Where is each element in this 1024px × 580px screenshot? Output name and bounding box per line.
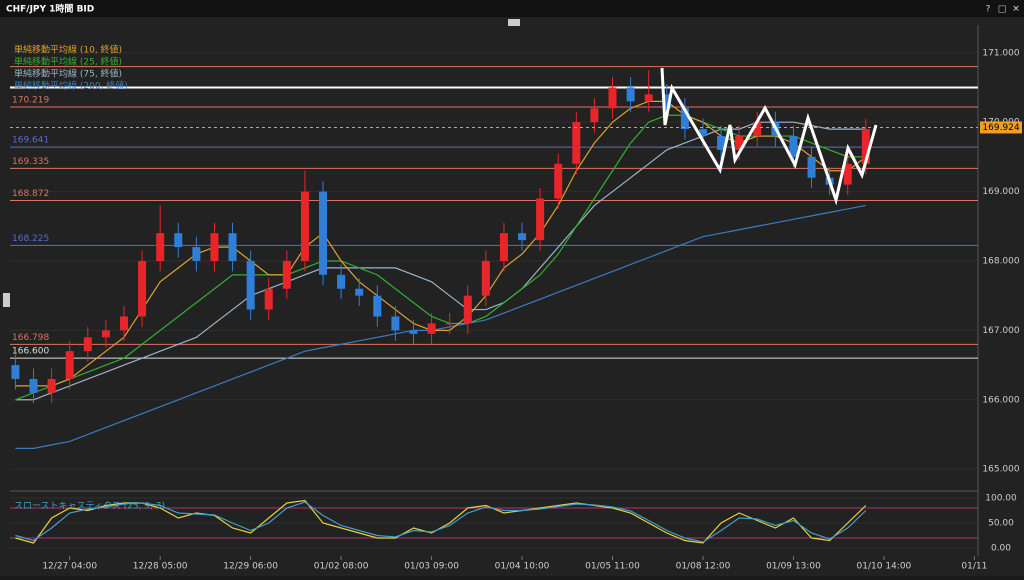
help-button[interactable]: ? (986, 5, 991, 15)
candle-body (789, 136, 798, 157)
legend-entry: 単純移動平均線 (75, 終値) (14, 68, 122, 80)
current-price-label: 169.924 (982, 123, 1019, 133)
candle-body (119, 316, 128, 331)
candle-body (536, 198, 545, 241)
level-label: 166.600 (12, 347, 49, 357)
panel-title: スローストキャスティクス (25, 9, 3) (14, 501, 165, 512)
candle-body (554, 163, 563, 199)
candle-body (626, 87, 635, 102)
x-tick-label: 12/29 06:00 (223, 562, 278, 572)
candle-body (65, 351, 74, 379)
x-tick-label: 01/02 08:00 (314, 562, 369, 572)
x-tick-label: 12/28 05:00 (133, 562, 188, 572)
title-bar (0, 0, 1024, 17)
y-tick-label: 50.00 (988, 519, 1014, 529)
candle-body (463, 295, 472, 324)
candle-body (427, 323, 436, 334)
candle-body (300, 191, 309, 261)
candle-body (228, 233, 237, 261)
candle-body (101, 330, 110, 338)
x-tick-label: 01/05 11:00 (585, 562, 640, 572)
y-tick-label: 171.000 (982, 48, 1019, 58)
candle-body (11, 365, 20, 379)
y-tick-label: 165.000 (982, 465, 1019, 475)
candle-body (861, 129, 870, 164)
x-tick-label: 01/10 14:00 (857, 562, 912, 572)
candle-body (698, 129, 707, 137)
candle-body (572, 122, 581, 164)
series-line (15, 501, 867, 543)
series-line (15, 499, 867, 544)
candle-body (29, 378, 38, 393)
candle-body (662, 94, 671, 109)
candle-body (608, 87, 617, 109)
candle-body (210, 233, 219, 261)
y-tick-label: 167.000 (982, 326, 1019, 336)
candle-body (518, 233, 527, 241)
y-tick-label: 100.00 (985, 494, 1017, 504)
x-tick-label: 01/08 12:00 (676, 562, 731, 572)
candle-body (843, 163, 852, 185)
series-line (15, 121, 866, 401)
candle-body (192, 247, 201, 261)
candle-body (499, 233, 508, 261)
close-button[interactable]: ✕ (1012, 5, 1020, 15)
legend-entry: 単純移動平均線 (25, 終値) (14, 56, 122, 68)
candle-body (680, 108, 689, 130)
candle-body (282, 260, 291, 289)
series-line (15, 204, 866, 449)
candle-body (174, 233, 183, 248)
level-label: 166.798 (12, 333, 49, 343)
candle-body (409, 330, 418, 334)
y-tick-label: 169.000 (982, 187, 1019, 197)
candle-body (337, 274, 346, 289)
current-price-box (980, 121, 1022, 134)
window-title: CHF/JPY 1時間 BID (6, 3, 94, 15)
candle-body (373, 295, 382, 317)
zigzag-annotation (660, 67, 878, 206)
candle-body (355, 288, 364, 296)
y-tick-label: 166.000 (982, 395, 1019, 405)
y-tick-label: 168.000 (982, 256, 1019, 266)
y-tick-label: 0.00 (991, 544, 1011, 554)
x-tick-label: 01/09 13:00 (766, 562, 821, 572)
candle-body (807, 156, 816, 178)
level-label: 168.872 (12, 189, 49, 199)
legend-entry: 単純移動平均線 (10, 終値) (14, 44, 122, 56)
candle-body (445, 323, 454, 325)
candle-body (481, 260, 490, 296)
candle-body (156, 233, 165, 261)
level-label: 169.641 (12, 136, 49, 146)
candle-body (590, 108, 599, 123)
candle-body (644, 94, 653, 102)
level-label: 169.335 (12, 157, 49, 167)
candle-body (264, 288, 273, 310)
level-label: 168.225 (12, 234, 49, 244)
candle-body (138, 260, 147, 317)
maximize-button[interactable]: □ (998, 5, 1007, 15)
x-tick-label: 01/04 10:00 (495, 562, 550, 572)
series-line (15, 114, 866, 401)
candle-body (83, 337, 92, 352)
candle-body (319, 191, 328, 275)
candle-body (717, 136, 726, 150)
legend-entry: 単純移動平均線 (200, 終値) (14, 80, 128, 92)
x-tick-label: 01/11 (961, 562, 987, 572)
candle-body (47, 378, 56, 393)
candle-body (246, 260, 255, 310)
candle-body (391, 316, 400, 331)
candle-body (735, 136, 744, 150)
x-tick-label: 12/27 04:00 (42, 562, 97, 572)
side-handle[interactable] (3, 293, 10, 307)
candle-body (753, 122, 762, 137)
x-tick-label: 01/03 09:00 (404, 562, 459, 572)
collapse-handle[interactable] (508, 19, 520, 26)
level-label: 170.219 (12, 95, 49, 105)
